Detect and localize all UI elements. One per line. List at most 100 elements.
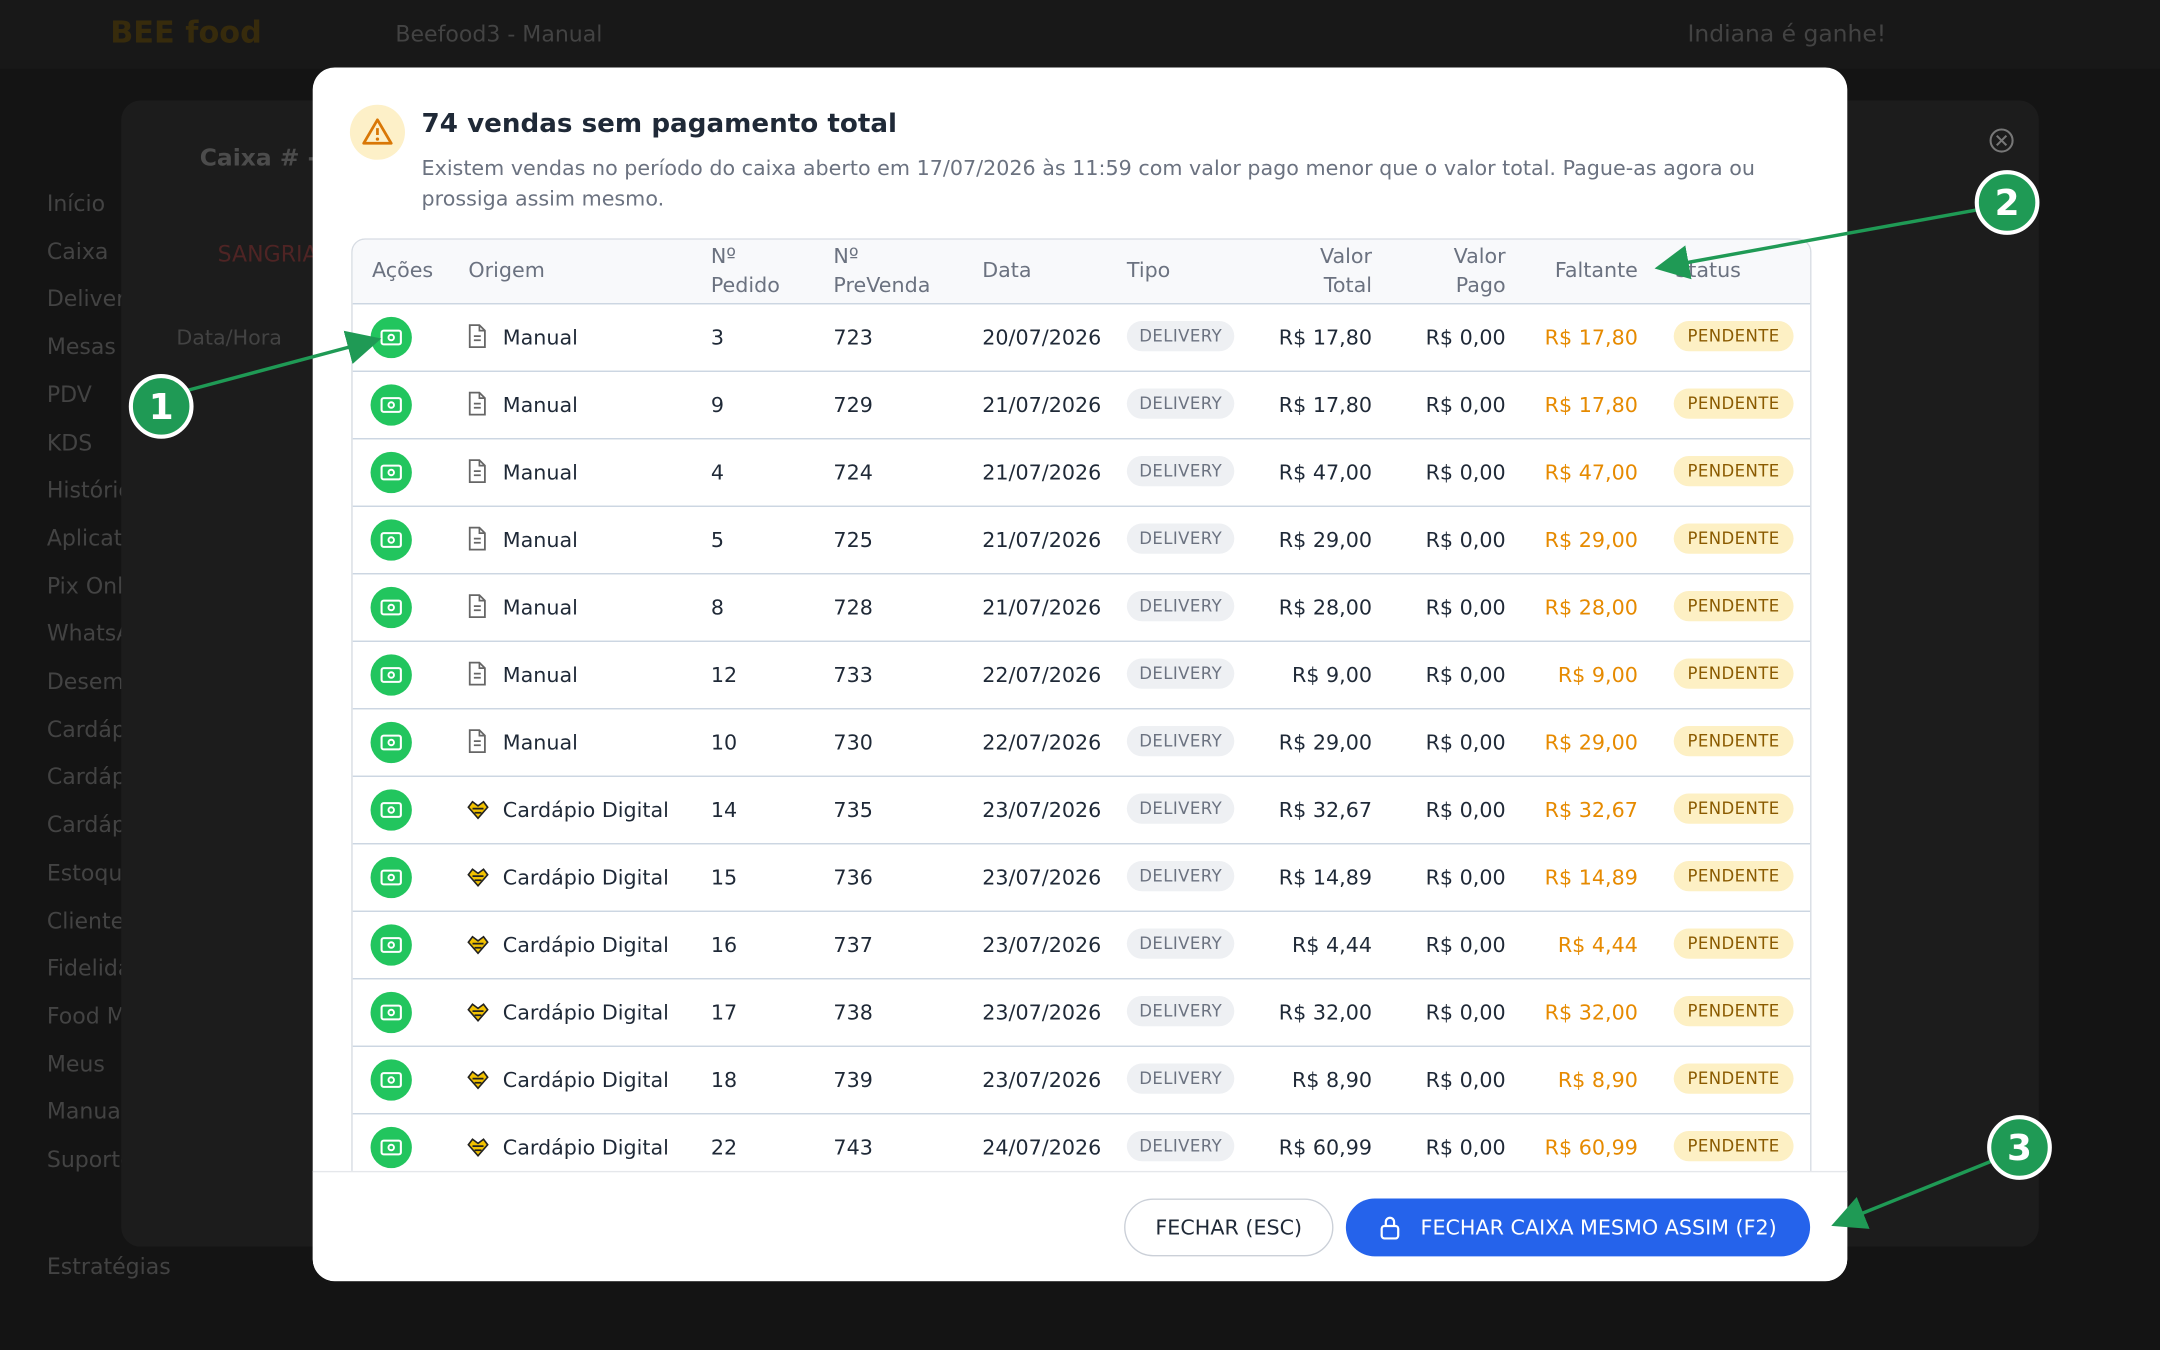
column-header: Valor Pago <box>1453 243 1506 298</box>
cell: 20/07/2026 <box>982 325 1102 350</box>
cell: 735 <box>833 797 873 823</box>
force-close-button[interactable]: FECHAR CAIXA MESMO ASSIM (F2) <box>1345 1198 1811 1257</box>
origin-icon <box>466 391 488 421</box>
cell: 24/07/2026 <box>982 1135 1102 1160</box>
dialog-footer: FECHAR (ESC) FECHAR CAIXA MESMO ASSIM (F… <box>312 1170 1848 1282</box>
status-badge: PENDENTE <box>1673 725 1794 757</box>
pay-button[interactable] <box>370 991 412 1034</box>
cell: R$ 60,99 <box>1544 1135 1638 1160</box>
status-badge: PENDENTE <box>1673 320 1794 352</box>
cell: Manual <box>502 325 578 350</box>
status-badge: PENDENTE <box>1673 995 1794 1027</box>
type-badge: DELIVERY <box>1126 995 1235 1027</box>
lock-icon <box>1380 1216 1400 1240</box>
cell: 5 <box>710 527 724 553</box>
annotation-label: 2 <box>1995 183 2020 224</box>
sidebar-item: PDV <box>46 381 92 408</box>
pay-button[interactable] <box>370 654 412 696</box>
cell: 18 <box>710 1067 738 1093</box>
table-row: Manual 10 730 22/07/2026 R$ 29,00 R$ 0,00 R$ 2… <box>352 708 1811 776</box>
cell: 730 <box>833 730 873 755</box>
column-header: Nº Pedido <box>710 243 780 298</box>
cell: 4 <box>710 460 724 485</box>
dialog-message: Existem vendas no período do caixa abert… <box>421 155 1756 211</box>
cell: 23/07/2026 <box>982 1067 1102 1093</box>
cell: R$ 17,80 <box>1278 325 1373 350</box>
status-badge: PENDENTE <box>1673 928 1794 959</box>
cell: Manual <box>502 730 578 755</box>
cell: R$ 4,44 <box>1557 932 1638 958</box>
pay-button[interactable] <box>370 856 412 899</box>
pay-button[interactable] <box>370 789 412 831</box>
cell: R$ 17,80 <box>1278 392 1373 418</box>
pay-button[interactable] <box>370 1059 412 1101</box>
cell: R$ 0,00 <box>1425 932 1506 958</box>
column-header: Tipo <box>1126 257 1171 283</box>
store-name: Beefood3 - Manual <box>395 20 603 47</box>
cell: 736 <box>833 865 873 890</box>
cell: 10 <box>710 730 738 755</box>
type-badge: DELIVERY <box>1126 523 1235 554</box>
table-row: Manual 12 733 22/07/2026 R$ 9,00 R$ 0,00 R$ 9,… <box>352 640 1811 709</box>
pay-button[interactable] <box>370 721 412 764</box>
type-badge: DELIVERY <box>1126 928 1235 959</box>
logo: BEE food <box>110 16 262 51</box>
cell: R$ 28,00 <box>1544 595 1638 620</box>
cell: R$ 28,00 <box>1278 595 1373 620</box>
table-row: Manual 8 728 21/07/2026 R$ 28,00 R$ 0,00 R$ 28… <box>352 573 1811 641</box>
cell: 23/07/2026 <box>982 797 1102 823</box>
cell: R$ 47,00 <box>1544 460 1638 485</box>
cell: 22/07/2026 <box>982 662 1102 688</box>
cell: R$ 0,00 <box>1425 865 1506 890</box>
column-header: Valor Total <box>1319 243 1373 298</box>
annotation-circle <box>128 374 194 439</box>
sidebar-item: Início <box>46 190 106 217</box>
cell: 21/07/2026 <box>982 595 1102 620</box>
cell: R$ 0,00 <box>1425 1067 1506 1093</box>
cell: R$ 47,00 <box>1278 460 1373 485</box>
status-badge: PENDENTE <box>1673 793 1794 824</box>
status-badge: PENDENTE <box>1673 590 1794 622</box>
origin-icon <box>466 594 488 624</box>
type-badge: DELIVERY <box>1126 320 1235 352</box>
origin-icon <box>466 526 488 556</box>
sidebar-item: Clientes <box>46 907 136 934</box>
close-button[interactable]: FECHAR (ESC) <box>1124 1198 1334 1257</box>
type-badge: DELIVERY <box>1126 1130 1235 1162</box>
pay-button[interactable] <box>370 451 412 494</box>
origin-icon <box>466 1134 491 1164</box>
cell: R$ 0,00 <box>1425 730 1506 755</box>
cell: Manual <box>502 527 578 553</box>
status-badge: PENDENTE <box>1673 455 1794 487</box>
button-label: FECHAR CAIXA MESMO ASSIM (F2) <box>1420 1215 1777 1240</box>
cell: R$ 0,00 <box>1425 595 1506 620</box>
cell: R$ 60,99 <box>1278 1135 1373 1160</box>
cell: 743 <box>833 1135 873 1160</box>
annotation-label: 1 <box>149 387 174 428</box>
column-header: Origem <box>468 257 545 283</box>
table-row: Manual 9 729 21/07/2026 R$ 17,80 R$ 0,00 R$ 17… <box>352 370 1811 439</box>
sales-table: Ações Origem Nº Pedido Nº PreVenda Data Tipo V… <box>351 238 1812 1192</box>
pay-button[interactable] <box>370 586 412 629</box>
sidebar-item: Manual <box>46 1098 127 1125</box>
pay-button[interactable] <box>370 384 412 426</box>
type-badge: DELIVERY <box>1126 860 1235 892</box>
status-badge: PENDENTE <box>1673 1130 1794 1162</box>
pay-button[interactable] <box>370 1126 412 1169</box>
close-button[interactable] <box>1988 127 2016 155</box>
status-badge: PENDENTE <box>1673 1063 1794 1094</box>
type-badge: DELIVERY <box>1126 388 1235 419</box>
origin-icon <box>466 864 491 894</box>
pay-button[interactable] <box>370 519 412 561</box>
cell: 737 <box>833 932 873 958</box>
cell: 729 <box>833 392 873 418</box>
cell: 733 <box>833 662 873 688</box>
origin-icon <box>466 729 488 759</box>
column-header: Data <box>982 257 1032 283</box>
sidebar-item: Mesas <box>46 333 116 360</box>
cell: R$ 17,80 <box>1544 325 1638 350</box>
origin-icon <box>466 931 491 961</box>
annotation-label: 3 <box>2007 1128 2032 1169</box>
pay-button[interactable] <box>370 924 412 966</box>
